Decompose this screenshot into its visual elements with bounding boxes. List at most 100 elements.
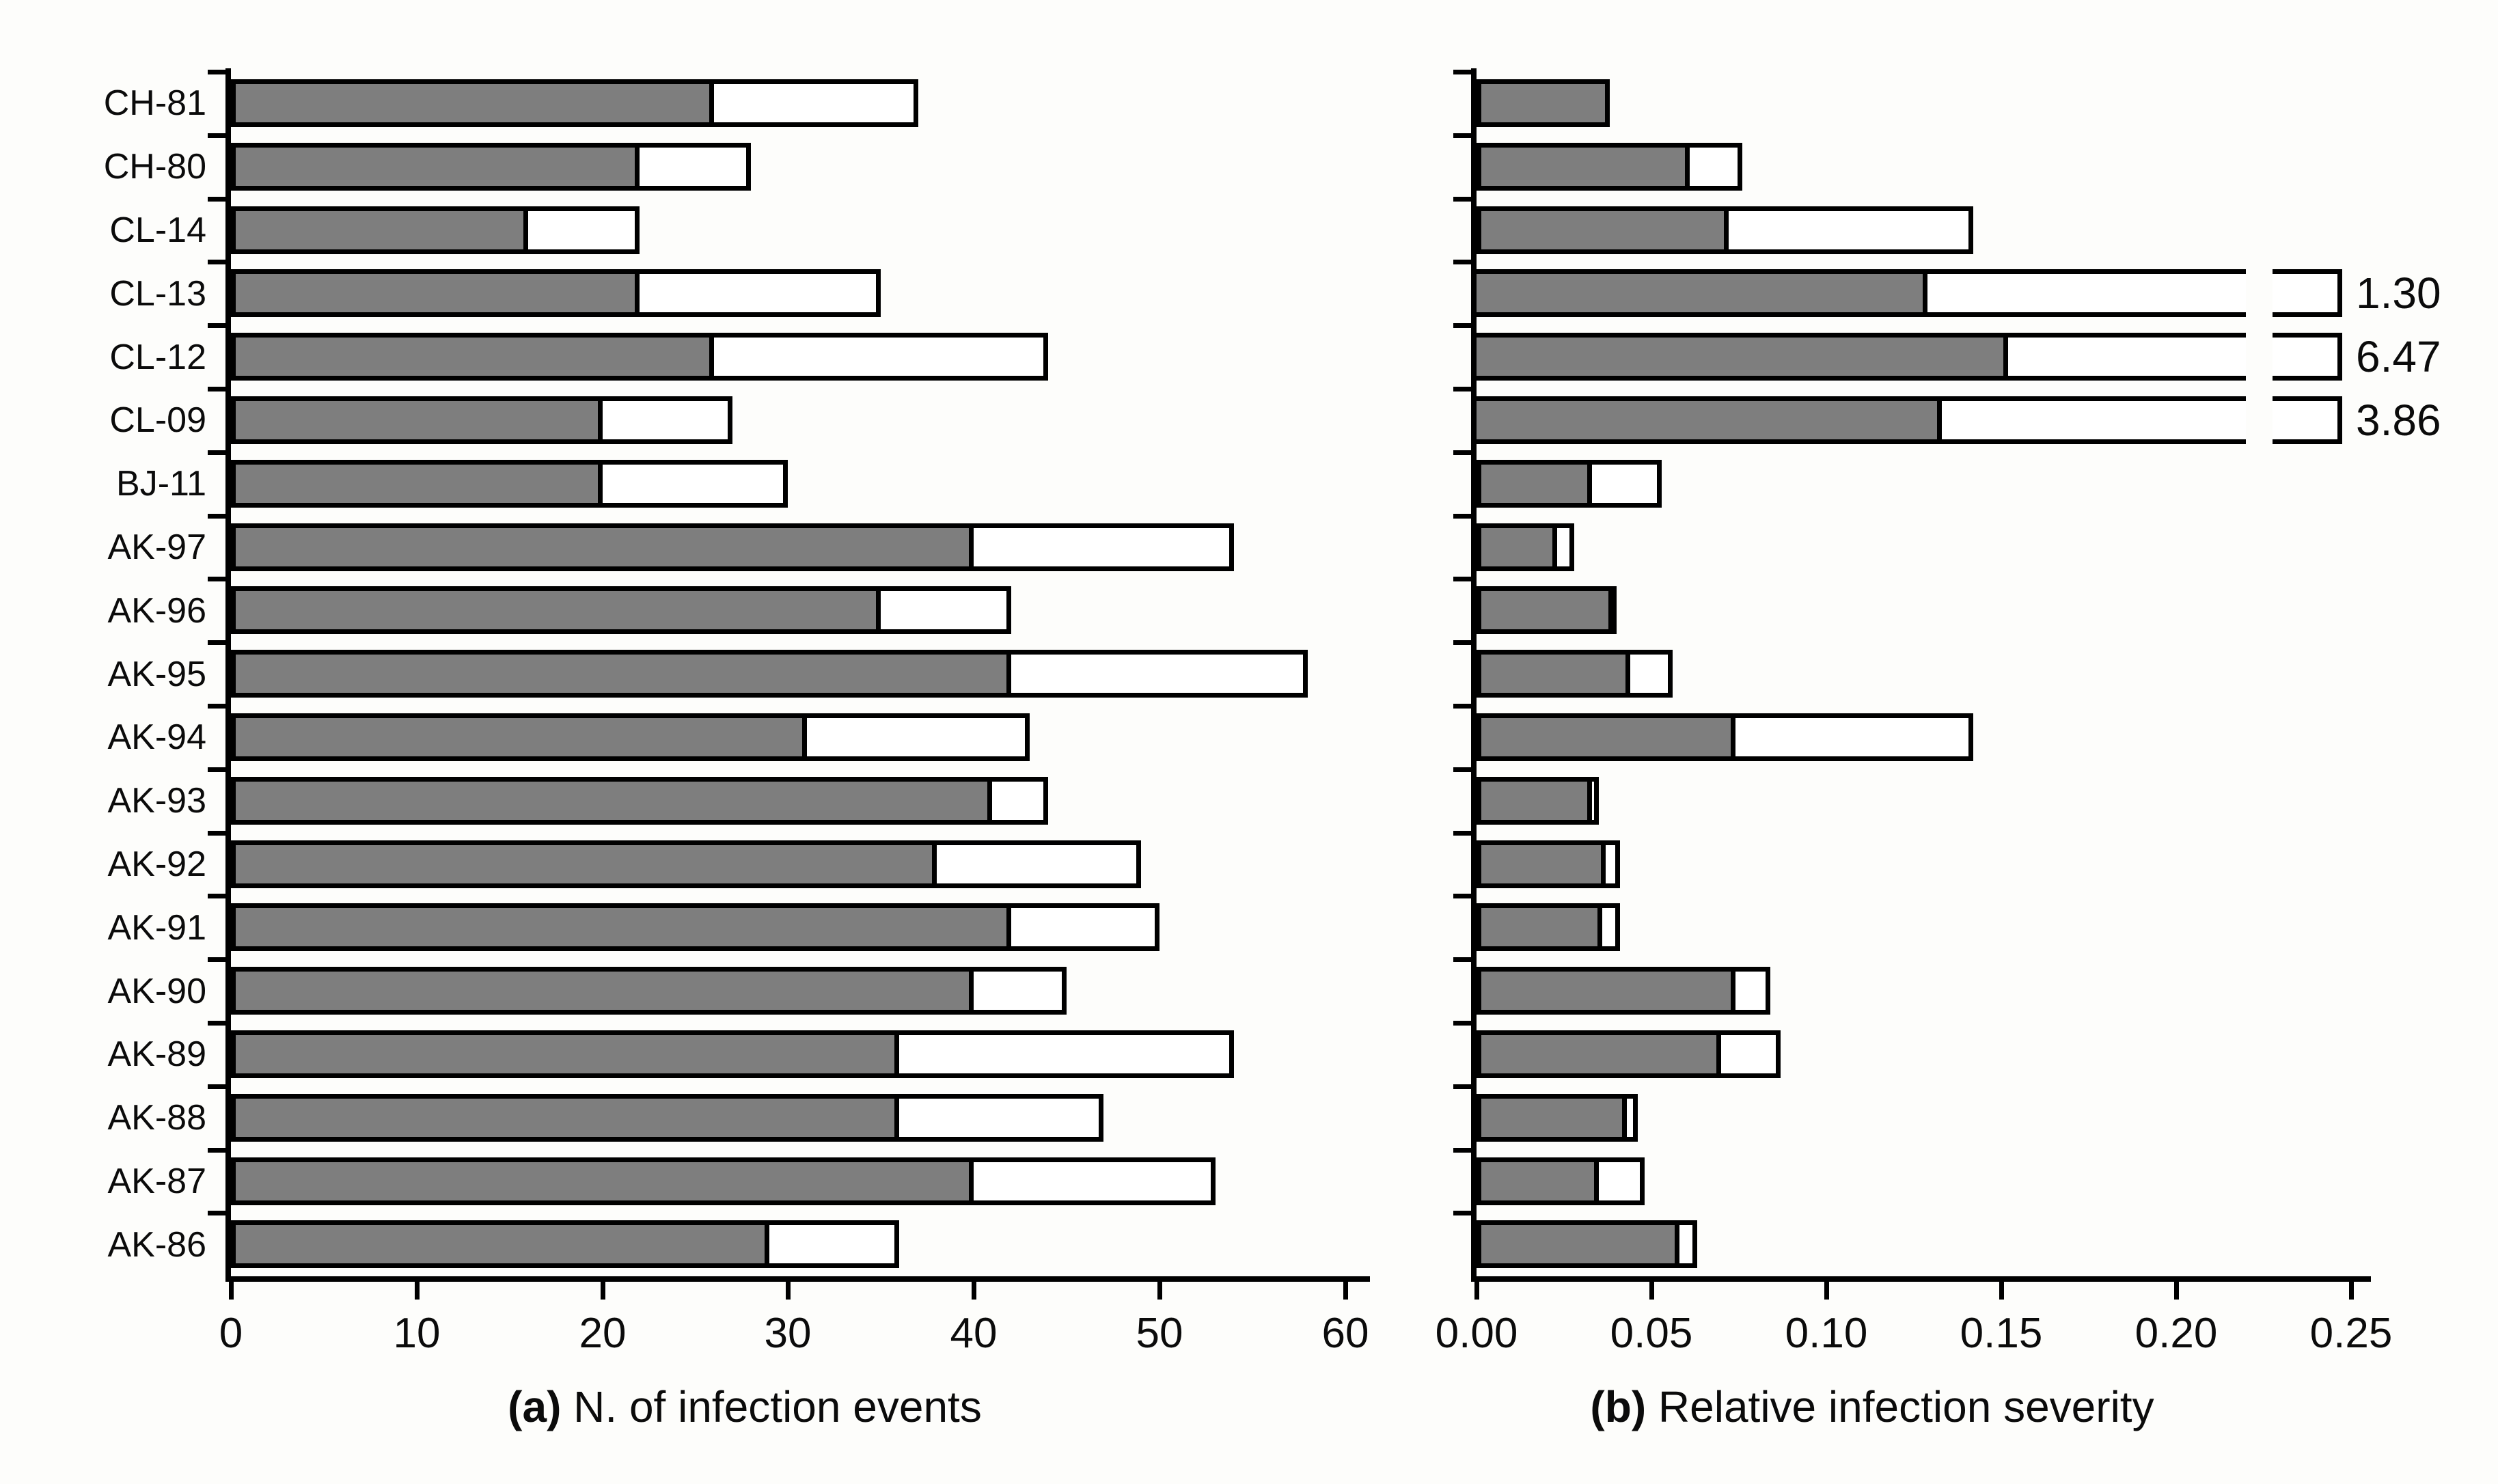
bar-ak-90-panel-a-gray-segment bbox=[236, 972, 974, 1010]
panel-b-x-tick bbox=[1474, 1282, 1479, 1300]
category-label-ak-87: AK-87 bbox=[107, 1162, 206, 1201]
bar-ak-94-panel-a-gray-segment bbox=[236, 718, 807, 756]
panel-a-y-tick bbox=[208, 133, 225, 138]
bar-ch-81-panel-a-gray-segment bbox=[236, 84, 714, 122]
category-label-ak-95: AK-95 bbox=[107, 655, 206, 694]
bar-cl-12-panel-b-gray-segment bbox=[1477, 338, 2008, 376]
bar-cl-12-panel-b-stub bbox=[2273, 333, 2342, 381]
panel-b-y-tick bbox=[1453, 957, 1471, 962]
bar-ak-91-panel-a bbox=[231, 903, 1159, 951]
category-label-ch-81: CH-81 bbox=[103, 83, 206, 123]
bar-bj-11-panel-b-gray-segment bbox=[1481, 465, 1592, 503]
panel-b-x-axis bbox=[1471, 1276, 2371, 1282]
bar-ak-87-panel-b bbox=[1477, 1157, 1645, 1205]
panel-b-x-tick-label: 0.05 bbox=[1610, 1310, 1693, 1357]
bar-ak-87-panel-a bbox=[231, 1157, 1216, 1205]
panel-a-y-tick bbox=[208, 323, 225, 328]
bar-ak-97-panel-a bbox=[231, 523, 1234, 571]
panel-a-y-tick bbox=[208, 70, 225, 74]
panel-a-x-tick bbox=[415, 1282, 420, 1300]
panel-b-y-tick bbox=[1453, 387, 1471, 391]
panel-a-y-tick bbox=[208, 260, 225, 264]
panel-a-x-tick-label: 50 bbox=[1136, 1310, 1183, 1357]
panel-b-y-tick bbox=[1453, 260, 1471, 264]
bar-ak-91-panel-b bbox=[1477, 903, 1620, 951]
panel-a-x-tick bbox=[786, 1282, 791, 1300]
bar-ak-95-panel-a-gray-segment bbox=[236, 655, 1011, 693]
panel-b-y-tick bbox=[1453, 831, 1471, 836]
category-label-ch-80: CH-80 bbox=[103, 147, 206, 187]
bar-cl-13-panel-a-gray-segment bbox=[236, 274, 640, 312]
bar-ch-80-panel-a bbox=[231, 143, 751, 191]
bar-ak-88-panel-a-gray-segment bbox=[236, 1099, 899, 1137]
panel-b-y-tick bbox=[1453, 1084, 1471, 1089]
category-label-cl-13: CL-13 bbox=[109, 274, 206, 314]
bar-ak-88-panel-a bbox=[231, 1094, 1103, 1142]
bar-ak-92-panel-a bbox=[231, 840, 1141, 888]
bar-ak-96-panel-b-gray-segment bbox=[1481, 591, 1613, 629]
panel-a-y-tick bbox=[208, 704, 225, 709]
panel-a-y-tick bbox=[208, 767, 225, 772]
panel-b-x-tick bbox=[1824, 1282, 1829, 1300]
panel-b-y-tick bbox=[1453, 197, 1471, 202]
bar-ak-86-panel-b bbox=[1477, 1220, 1697, 1268]
bar-ak-96-panel-b bbox=[1477, 586, 1617, 634]
bar-ak-92-panel-b bbox=[1477, 840, 1620, 888]
category-label-cl-09: CL-09 bbox=[109, 400, 206, 440]
bar-cl-09-panel-a bbox=[231, 396, 732, 444]
panel-b-caption: (b) Relative infection severity bbox=[1373, 1382, 2371, 1432]
category-label-ak-96: AK-96 bbox=[107, 591, 206, 631]
bar-ak-89-panel-a bbox=[231, 1030, 1234, 1078]
panel-a-x-tick-label: 30 bbox=[764, 1310, 812, 1357]
bar-cl-09-panel-b-value-label: 3.86 bbox=[2356, 396, 2441, 445]
bar-ak-95-panel-b-gray-segment bbox=[1481, 655, 1630, 693]
panel-a-x-tick bbox=[1343, 1282, 1348, 1300]
panel-b-x-tick-label: 0.20 bbox=[2135, 1310, 2218, 1357]
category-label-ak-91: AK-91 bbox=[107, 908, 206, 948]
bar-ak-91-panel-b-gray-segment bbox=[1481, 908, 1602, 946]
panel-b-x-tick-label: 0.15 bbox=[1960, 1310, 2043, 1357]
bar-ak-97-panel-b bbox=[1477, 523, 1574, 571]
bar-cl-14-panel-b-gray-segment bbox=[1481, 211, 1729, 249]
bar-cl-09-panel-b-main bbox=[1477, 396, 2246, 444]
bar-ak-86-panel-b-gray-segment bbox=[1481, 1225, 1679, 1263]
bar-ak-88-panel-b bbox=[1477, 1094, 1638, 1142]
bar-ak-93-panel-a bbox=[231, 777, 1048, 825]
panel-a-y-axis bbox=[225, 68, 231, 1282]
bar-ak-89-panel-a-gray-segment bbox=[236, 1035, 899, 1073]
bar-ak-87-panel-b-gray-segment bbox=[1481, 1162, 1599, 1200]
panel-b-y-tick bbox=[1453, 767, 1471, 772]
panel-b-y-tick bbox=[1453, 514, 1471, 519]
category-label-ak-92: AK-92 bbox=[107, 844, 206, 884]
category-label-ak-93: AK-93 bbox=[107, 781, 206, 821]
category-label-ak-86: AK-86 bbox=[107, 1225, 206, 1265]
panel-a-y-tick bbox=[208, 577, 225, 581]
panel-a-x-tick bbox=[972, 1282, 976, 1300]
panel-a-tag: (a) bbox=[508, 1382, 562, 1431]
bar-cl-13-panel-b-gray-segment bbox=[1477, 274, 1927, 312]
bar-ak-93-panel-b bbox=[1477, 777, 1599, 825]
panel-a-y-tick bbox=[208, 450, 225, 455]
category-label-ak-88: AK-88 bbox=[107, 1098, 206, 1138]
bar-ak-91-panel-a-gray-segment bbox=[236, 908, 1011, 946]
panel-b-x-tick-label: 0.25 bbox=[2309, 1310, 2393, 1357]
panel-b-y-tick bbox=[1453, 1148, 1471, 1153]
panel-a-x-tick bbox=[229, 1282, 234, 1300]
bar-ak-92-panel-a-gray-segment bbox=[236, 845, 937, 883]
bar-ch-80-panel-b-gray-segment bbox=[1481, 148, 1690, 186]
panel-a-title: N. of infection events bbox=[573, 1382, 982, 1431]
panel-a-y-tick bbox=[208, 831, 225, 836]
panel-b-y-tick bbox=[1453, 1021, 1471, 1026]
panel-b-y-tick bbox=[1453, 70, 1471, 74]
bar-ak-88-panel-b-gray-segment bbox=[1481, 1099, 1627, 1137]
panel-a-y-tick bbox=[208, 1211, 225, 1215]
panel-a-x-axis bbox=[225, 1276, 1370, 1282]
bar-bj-11-panel-a-gray-segment bbox=[236, 465, 603, 503]
panel-a-y-tick bbox=[208, 514, 225, 519]
panel-b-y-tick bbox=[1453, 704, 1471, 709]
bar-ak-96-panel-a-gray-segment bbox=[236, 591, 881, 629]
panel-a-y-tick bbox=[208, 197, 225, 202]
panel-a-x-tick-label: 0 bbox=[219, 1310, 243, 1357]
panel-b-y-tick bbox=[1453, 577, 1471, 581]
category-label-bj-11: BJ-11 bbox=[116, 464, 206, 504]
